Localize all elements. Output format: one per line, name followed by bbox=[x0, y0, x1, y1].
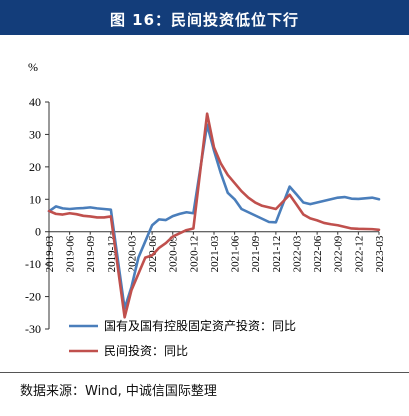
x-tick-label: 2020-12 bbox=[188, 236, 200, 273]
x-tick-label: 2022-09 bbox=[333, 235, 345, 272]
figure-title-bar: 图 16：民间投资低位下行 bbox=[0, 0, 409, 35]
line-chart: % -30 -20 -10 0 10 20 30 40 2019-03 2019-06 2019-… bbox=[25, 60, 386, 358]
x-tick-label: 2021-12 bbox=[271, 236, 283, 273]
y-tick-label: 30 bbox=[29, 127, 41, 141]
series-line-private-investment bbox=[47, 112, 381, 319]
x-tick-label: 2021-06 bbox=[230, 235, 242, 272]
x-tick-label: 2022-06 bbox=[312, 235, 324, 272]
figure-title: 图 16：民间投资低位下行 bbox=[109, 11, 300, 29]
y-tick-label: 20 bbox=[29, 160, 41, 174]
x-tick-label: 2020-09 bbox=[168, 235, 180, 272]
legend-label: 国有及国有控股固定资产投资：同比 bbox=[104, 318, 296, 333]
x-tick-label: 2021-09 bbox=[250, 235, 262, 272]
x-tick-label: 2019-06 bbox=[65, 235, 77, 272]
x-tick-label: 2022-03 bbox=[292, 235, 304, 272]
x-tick-label: 2020-03 bbox=[127, 235, 139, 272]
y-tick-label: -10 bbox=[25, 257, 41, 271]
y-tick-label: 10 bbox=[29, 192, 41, 206]
legend-label: 民间投资：同比 bbox=[104, 343, 188, 358]
source-note: 数据来源：Wind, 中诚信国际整理 bbox=[20, 384, 217, 399]
y-tick-label: -20 bbox=[25, 290, 41, 304]
y-tick-label: -30 bbox=[25, 322, 41, 336]
y-tick-label: 40 bbox=[29, 95, 41, 109]
x-tick-label: 2019-09 bbox=[85, 235, 97, 272]
y-tick-label: 0 bbox=[35, 225, 41, 239]
y-unit-label: % bbox=[28, 60, 38, 74]
x-tick-label: 2021-03 bbox=[209, 235, 221, 272]
x-tick-label: 2023-03 bbox=[374, 235, 386, 272]
x-tick-label: 2019-03 bbox=[44, 235, 56, 272]
x-tick-label: 2022-12 bbox=[353, 236, 365, 273]
source-separator bbox=[0, 372, 409, 373]
